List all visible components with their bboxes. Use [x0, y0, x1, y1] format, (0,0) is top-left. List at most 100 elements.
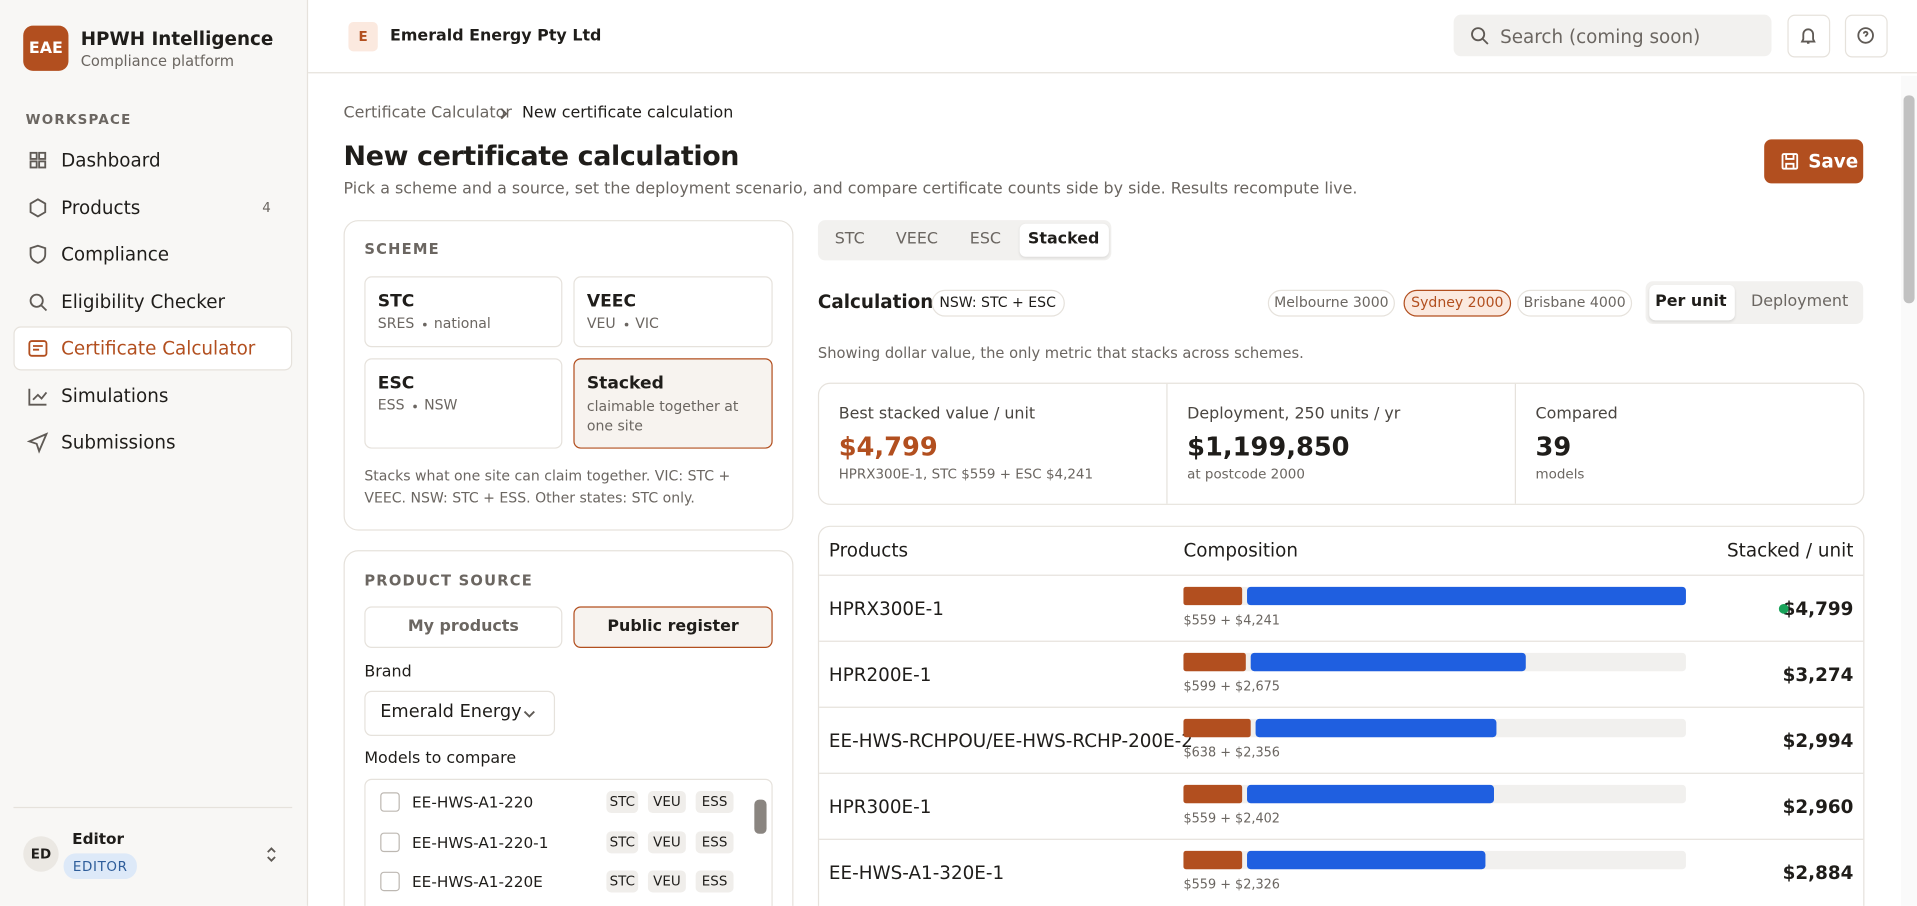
- brand-select[interactable]: [364, 690, 556, 736]
- checkbox[interactable]: [380, 832, 400, 853]
- location-pill[interactable]: [1517, 289, 1633, 317]
- model-tag-label: VEU: [653, 793, 681, 810]
- model-name: EE-HWS-A1-220-1: [412, 833, 549, 852]
- notifications[interactable]: [1787, 14, 1831, 58]
- scheme-tab: Stacked: [1027, 230, 1100, 249]
- product-name: EE-HWS-A1-320E-1: [828, 861, 1005, 884]
- scheme-detail: national: [433, 314, 491, 332]
- select-chevron: [518, 703, 540, 725]
- scheme-option[interactable]: [573, 276, 773, 348]
- row-border: [819, 574, 1864, 576]
- calc-tag-label: NSW: STC + ESC: [939, 293, 1056, 311]
- sidebar: [0, 0, 309, 906]
- scheme-note: Stacks what one site can claim together.…: [364, 467, 731, 507]
- nav-label: Submissions: [61, 431, 176, 454]
- breadcrumb-current: New certificate calculation: [522, 104, 734, 123]
- model-tag: [647, 870, 686, 893]
- panel-heading: SCHEME: [364, 240, 440, 258]
- logo: [23, 25, 69, 71]
- stc-bar: [1183, 784, 1242, 804]
- scheme-detail: VIC: [635, 314, 659, 332]
- nav-item[interactable]: [13, 186, 292, 230]
- breadcrumb-link: Certificate Calculator: [343, 104, 512, 123]
- location-label: Brisbane 4000: [1523, 293, 1626, 311]
- model-tag: [647, 831, 686, 854]
- nav-label: Products: [61, 196, 141, 219]
- model-tag-label: STC: [609, 793, 635, 810]
- scheme-option[interactable]: [573, 358, 773, 449]
- source-tab[interactable]: [573, 606, 773, 648]
- search-placeholder: Search (coming soon): [1500, 25, 1701, 48]
- save-button[interactable]: [1764, 139, 1864, 184]
- nav-icon-glyph: [28, 388, 48, 406]
- stat-label: Compared: [1535, 404, 1618, 424]
- scheme-panel: [343, 220, 794, 531]
- breadcrumb-sep-glyph: [500, 108, 508, 120]
- stat-value: $4,799: [838, 432, 938, 462]
- stat-value: $1,199,850: [1187, 432, 1350, 462]
- model-name: EE-HWS-A1-220: [412, 792, 534, 812]
- row-border: [819, 706, 1864, 708]
- stat-detail: HPRX300E-1, STC $559 + ESC $4,241: [838, 466, 1094, 483]
- nav-label: Simulations: [61, 385, 169, 408]
- checkbox[interactable]: [380, 792, 400, 812]
- composition-label: $599 + $2,675: [1183, 679, 1280, 695]
- bullet: [422, 322, 427, 326]
- model-tag-label: VEU: [653, 834, 681, 851]
- nav-item[interactable]: [13, 326, 293, 371]
- search-box[interactable]: [1453, 14, 1772, 57]
- scheme-name: STC: [377, 291, 415, 312]
- model-tag-label: ESS: [701, 873, 728, 890]
- model-tag: [606, 870, 639, 893]
- product-name: HPRX300E-1: [828, 597, 944, 620]
- scheme-detail: NSW: [424, 396, 458, 414]
- location-label: Sydney 2000: [1411, 293, 1504, 311]
- role-badge: [63, 853, 137, 880]
- source-tab-label: My products: [407, 617, 519, 636]
- field-label: Models to compare: [364, 749, 517, 769]
- scheme-option[interactable]: [364, 358, 563, 449]
- stc-bar: [1183, 850, 1242, 870]
- nav-icon: [26, 432, 49, 454]
- mode-label: Deployment: [1751, 292, 1849, 311]
- nav-label: Certificate Calculator: [61, 337, 256, 360]
- esc-bar: [1246, 850, 1486, 870]
- scroll-thumb[interactable]: [1903, 95, 1915, 304]
- source-panel: [343, 550, 794, 906]
- location-pill[interactable]: [1403, 289, 1512, 317]
- stat-detail: models: [1535, 466, 1585, 483]
- esc-bar: [1246, 784, 1494, 804]
- esc-bar: [1246, 586, 1686, 606]
- scheme-detail: claimable together at one site: [586, 397, 739, 435]
- bullet: [624, 322, 628, 326]
- scheme-option[interactable]: [364, 276, 563, 348]
- checkbox[interactable]: [380, 871, 400, 892]
- esc-bar: [1251, 652, 1527, 672]
- role-text: EDITOR: [72, 858, 128, 875]
- calc-tag: [931, 289, 1065, 317]
- help[interactable]: [1844, 14, 1888, 58]
- composition-label: $559 + $2,326: [1183, 877, 1280, 893]
- composition-label: $559 + $2,402: [1183, 811, 1280, 827]
- bullet: [413, 404, 417, 408]
- stacked-value: $2,994: [1782, 729, 1854, 752]
- row-border: [819, 838, 1864, 840]
- model-name: EE-HWS-A1-220E: [412, 872, 543, 891]
- panel-heading: PRODUCT SOURCE: [364, 571, 533, 590]
- stat-label: Deployment, 250 units / yr: [1187, 404, 1401, 424]
- user-menu[interactable]: [260, 844, 282, 866]
- field-label: Brand: [364, 662, 412, 682]
- stc-bar: [1183, 652, 1247, 672]
- location-pill[interactable]: [1267, 289, 1395, 317]
- location-label: Melbourne 3000: [1274, 293, 1389, 311]
- row-border: [819, 640, 1864, 642]
- stats-card: [817, 382, 1865, 505]
- source-tab[interactable]: [364, 606, 563, 648]
- breadcrumb-sep: [493, 103, 515, 125]
- user-name: Editor: [72, 829, 125, 848]
- product-name: EE-HWS-RCHPOU/EE-HWS-RCHP-200E-2: [828, 729, 1193, 752]
- nav-icon-glyph: [29, 198, 47, 218]
- avatar: [23, 836, 59, 872]
- nav-badge: 4: [262, 199, 271, 216]
